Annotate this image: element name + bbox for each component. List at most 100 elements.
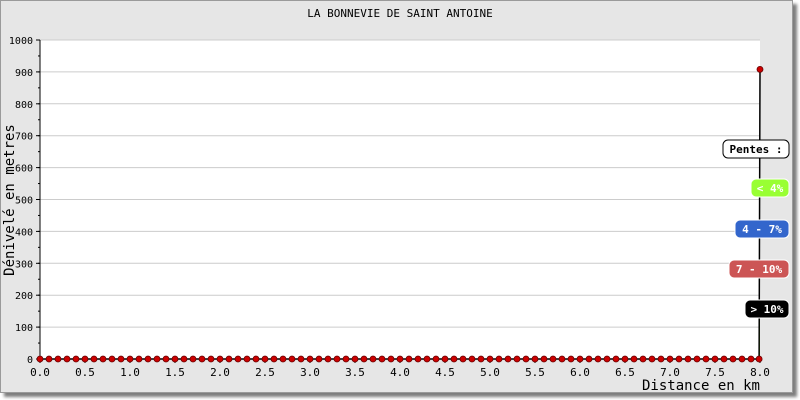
y-tick-label: 100 [15, 323, 33, 334]
legend-swatch [750, 178, 790, 198]
data-point [198, 355, 206, 363]
data-point [414, 355, 422, 363]
data-point [99, 355, 107, 363]
data-point [612, 355, 620, 363]
x-tick-labels: 0.0 0.5 1.0 1.5 2.0 2.5 3.0 3.5 4.0 4.5 5.0 5.5 6.0 6… [30, 359, 770, 379]
legend-title-box: Pentes : [722, 139, 790, 159]
x-tick-label: 4.0 [390, 366, 410, 379]
data-point [153, 355, 161, 363]
x-tick-label: 5.0 [480, 366, 500, 379]
x-tick-label: 2.0 [210, 366, 230, 379]
data-point [459, 355, 467, 363]
data-point [297, 355, 305, 363]
data-point [180, 355, 188, 363]
y-tick-label: 900 [15, 68, 33, 79]
x-tick-label: 7.0 [660, 366, 680, 379]
data-point [270, 355, 278, 363]
data-point [225, 355, 233, 363]
data-point [540, 355, 548, 363]
data-point [234, 355, 242, 363]
legend-label: 4 - 7% [742, 223, 782, 236]
data-point [711, 355, 719, 363]
y-tick-labels: 0 100 200 300 400 500 600 700 800 900 1000 [9, 36, 40, 366]
data-point [126, 355, 134, 363]
data-point [117, 355, 125, 363]
data-point [333, 355, 341, 363]
data-point [729, 355, 737, 363]
legend-swatch [728, 259, 790, 279]
x-tick-label: 2.5 [255, 366, 275, 379]
legend-label: < 4% [757, 182, 784, 195]
data-point [432, 355, 440, 363]
y-tick-label: 500 [15, 196, 33, 207]
data-point [594, 355, 602, 363]
data-point [720, 355, 728, 363]
data-point [657, 355, 665, 363]
x-tick-label: 6.0 [570, 366, 590, 379]
data-point [81, 355, 89, 363]
elevation-line [40, 69, 761, 360]
data-point [405, 355, 413, 363]
data-point [603, 355, 611, 363]
data-point [54, 355, 62, 363]
data-point [288, 355, 296, 363]
data-point [738, 355, 746, 363]
data-point [252, 355, 260, 363]
data-point [306, 355, 314, 363]
legend-item: 4 - 7% [734, 219, 790, 239]
grid-lines [40, 39, 760, 328]
y-tick-label: 1000 [9, 36, 33, 47]
data-point [441, 355, 449, 363]
chart-title: LA BONNEVIE DE SAINT ANTOINE [307, 7, 493, 20]
data-point [315, 355, 323, 363]
x-tick-label: 3.5 [345, 366, 365, 379]
x-axis-label: Distance en km [642, 378, 760, 394]
y-tick-label: 600 [15, 164, 33, 175]
y-tick-label: 0 [27, 355, 33, 366]
legend-item: < 4% [750, 178, 790, 198]
data-point [648, 355, 656, 363]
data-point [63, 355, 71, 363]
x-tick-label: 6.5 [615, 366, 635, 379]
y-tick-label: 700 [15, 132, 33, 143]
legend-item: 7 - 10% [728, 259, 790, 279]
x-tick-label: 5.5 [525, 366, 545, 379]
legend-swatch [734, 219, 790, 239]
x-tick-label: 0.0 [30, 366, 50, 379]
x-tick-label: 1.5 [165, 366, 185, 379]
data-point [693, 355, 701, 363]
data-point [513, 355, 521, 363]
data-point [162, 355, 170, 363]
data-point [630, 355, 638, 363]
data-point [504, 355, 512, 363]
data-point [189, 355, 197, 363]
data-point [747, 355, 755, 363]
legend-item: > 10% [744, 299, 790, 319]
data-point [450, 355, 458, 363]
y-axis-label: Dénivelé en metres [2, 124, 18, 276]
data-point [684, 355, 692, 363]
data-point [135, 355, 143, 363]
x-tick-label: 7.5 [705, 366, 725, 379]
legend-title: Pentes : [730, 143, 783, 156]
y-tick-label: 300 [15, 259, 33, 270]
data-point [396, 355, 404, 363]
data-point [531, 355, 539, 363]
data-point [666, 355, 674, 363]
data-point [72, 355, 80, 363]
data-point [108, 355, 116, 363]
data-point [378, 355, 386, 363]
data-point [45, 355, 53, 363]
data-point [36, 355, 44, 363]
data-point [387, 355, 395, 363]
x-tick-label: 1.0 [120, 366, 140, 379]
x-tick-label: 8.0 [750, 366, 770, 379]
x-tick-label: 4.5 [435, 366, 455, 379]
data-point [216, 355, 224, 363]
legend-label: 7 - 10% [736, 263, 783, 276]
elevation-series [36, 65, 764, 363]
legend-swatch [744, 299, 790, 319]
data-point [342, 355, 350, 363]
slope-legend: Pentes : < 4% 4 - 7% 7 - 10% > 10% [722, 139, 790, 319]
